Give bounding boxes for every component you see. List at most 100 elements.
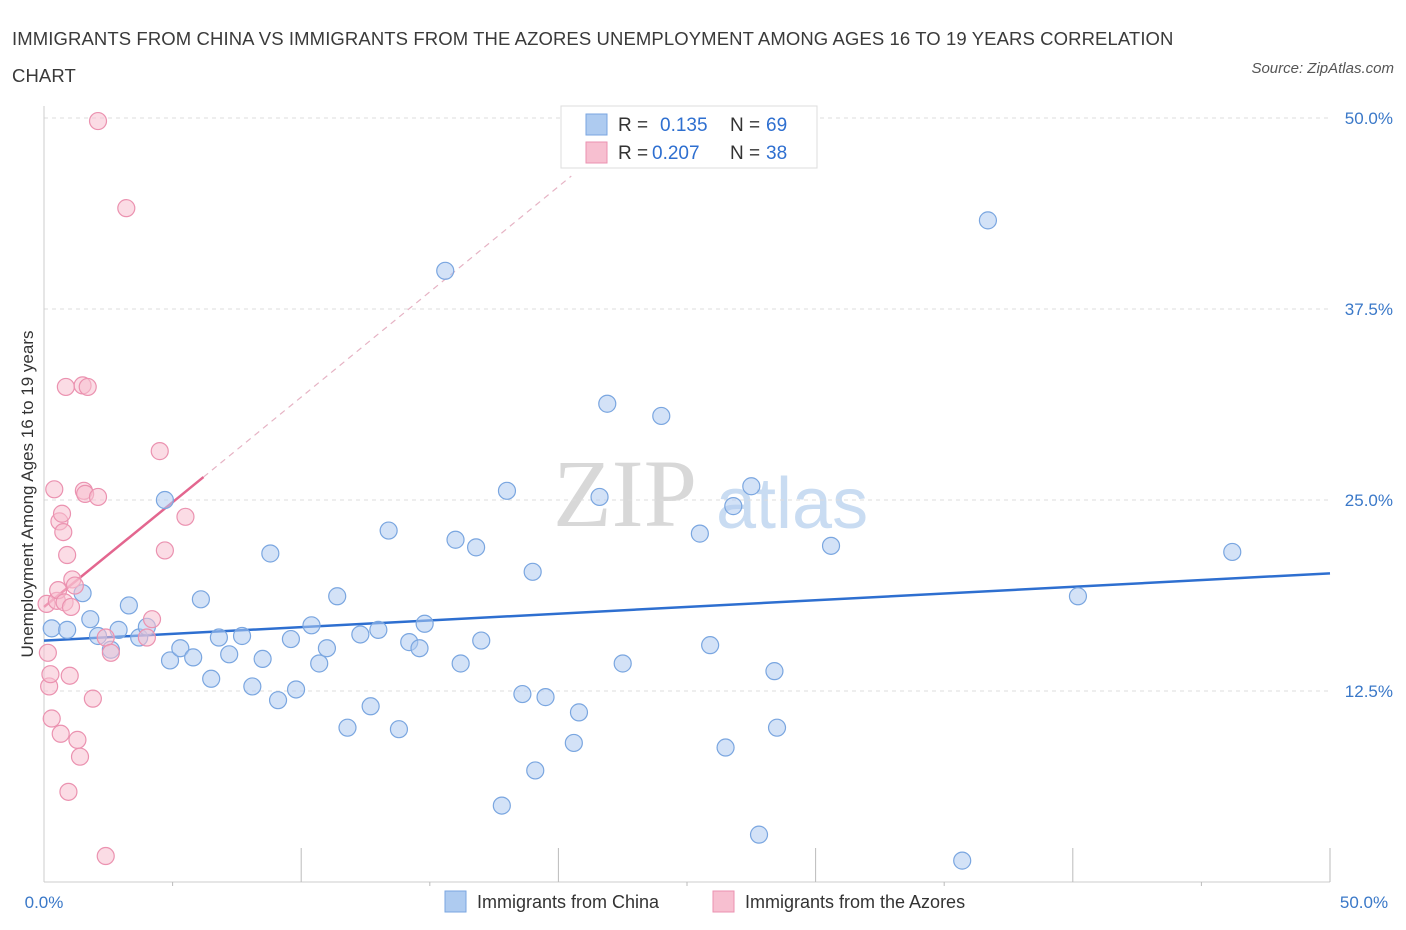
y-tick-label-1: 25.0% <box>1345 491 1393 510</box>
china-point-24 <box>286 680 306 699</box>
china-point-52 <box>598 394 617 413</box>
china-point-61 <box>765 662 784 681</box>
china-point-67 <box>1223 542 1242 562</box>
china-point-17 <box>220 645 239 664</box>
azores-point-4 <box>42 709 61 728</box>
azores-point-26 <box>83 689 102 708</box>
china-point-30 <box>351 625 370 644</box>
china-point-13 <box>184 648 203 667</box>
azores-point-1 <box>38 643 57 662</box>
legend-n-value-azores: 38 <box>766 143 787 164</box>
china-point-27 <box>317 639 337 658</box>
china-point-62 <box>767 718 787 737</box>
azores-point-16 <box>60 666 79 685</box>
source-label: Source: ZipAtlas.com <box>1251 60 1394 77</box>
azores-point-5 <box>45 480 64 499</box>
azores-point-34 <box>142 610 162 629</box>
azores-point-25 <box>78 377 97 397</box>
china-point-54 <box>652 406 671 426</box>
china-point-55 <box>690 524 709 543</box>
legend-r-label-azores: R = <box>618 143 648 164</box>
china-point-43 <box>492 796 511 815</box>
bottom-legend-swatch-china <box>444 890 467 913</box>
china-point-20 <box>253 649 272 669</box>
legend-n-label-azores: N = <box>730 143 760 164</box>
azores-point-35 <box>150 442 169 461</box>
china-point-28 <box>328 587 347 606</box>
china-point-44 <box>497 481 517 500</box>
y-tick-label-3: 50.0% <box>1345 109 1393 128</box>
china-point-45 <box>513 684 532 704</box>
azores-point-33 <box>137 628 156 647</box>
azores-trend-extension <box>203 175 572 478</box>
azores-point-32 <box>117 199 136 218</box>
china-point-65 <box>978 211 998 230</box>
china-point-38 <box>436 261 455 280</box>
china-point-39 <box>446 530 465 549</box>
watermark-zip: ZIP <box>553 440 697 547</box>
azores-point-15 <box>59 782 78 801</box>
x-tick-label-max: 50.0% <box>1340 893 1388 912</box>
azores-point-36 <box>155 541 174 560</box>
china-point-31 <box>361 697 380 716</box>
legend-r-value-azores: 0.207 <box>652 143 700 164</box>
china-point-19 <box>243 677 262 696</box>
legend-swatch-china <box>585 113 608 136</box>
y-axis-title: Unemployment Among Ages 16 to 19 years <box>18 331 37 658</box>
azores-point-37 <box>176 507 195 526</box>
bottom-legend: Immigrants from China Immigrants from th… <box>444 890 965 913</box>
azores-point-13 <box>56 377 75 397</box>
china-point-59 <box>742 477 761 496</box>
china-point-7 <box>119 596 138 615</box>
legend-r-label-china: R = <box>618 115 648 136</box>
china-point-23 <box>281 629 301 649</box>
china-point-41 <box>466 538 486 557</box>
china-point-46 <box>523 562 542 581</box>
azores-point-11 <box>54 522 73 542</box>
china-point-0 <box>42 619 61 638</box>
china-point-47 <box>526 761 545 780</box>
azores-point-10 <box>52 504 72 523</box>
azores-point-9 <box>51 724 70 743</box>
china-point-16 <box>209 628 228 647</box>
china-point-51 <box>590 487 609 507</box>
china-point-10 <box>155 490 174 510</box>
china-points <box>42 211 1242 870</box>
azores-point-21 <box>70 747 90 766</box>
azores-points <box>37 111 195 866</box>
azores-point-3 <box>41 665 60 684</box>
china-point-15 <box>202 669 221 688</box>
y-tick-label-2: 37.5% <box>1345 300 1393 319</box>
china-trend-line <box>43 572 1331 642</box>
china-point-66 <box>1068 587 1088 606</box>
china-point-12 <box>171 639 190 658</box>
china-point-37 <box>415 614 434 633</box>
bottom-legend-swatch-azores <box>712 890 735 913</box>
legend-n-value-china: 69 <box>766 115 787 136</box>
china-point-40 <box>451 654 470 673</box>
china-point-33 <box>379 521 398 540</box>
china-point-56 <box>701 636 720 655</box>
china-point-49 <box>564 733 583 753</box>
legend-swatch-azores <box>585 141 608 164</box>
china-point-21 <box>261 544 280 563</box>
china-point-48 <box>536 688 555 707</box>
china-point-1 <box>58 620 77 639</box>
china-point-3 <box>81 610 100 629</box>
azores-point-20 <box>68 730 87 749</box>
china-point-29 <box>338 718 357 737</box>
legend-n-label-china: N = <box>730 115 760 136</box>
china-point-32 <box>369 620 388 639</box>
china-point-64 <box>953 851 972 870</box>
china-point-58 <box>724 497 743 516</box>
china-point-36 <box>410 639 429 658</box>
x-tick-marks <box>172 848 1331 886</box>
y-tick-label-0: 12.5% <box>1345 682 1393 701</box>
china-point-42 <box>472 631 491 650</box>
trend-lines <box>43 175 1331 642</box>
azores-point-19 <box>65 576 84 595</box>
azores-point-31 <box>101 643 120 662</box>
gridlines <box>44 117 1330 692</box>
x-tick-label-min: 0.0% <box>25 893 64 912</box>
